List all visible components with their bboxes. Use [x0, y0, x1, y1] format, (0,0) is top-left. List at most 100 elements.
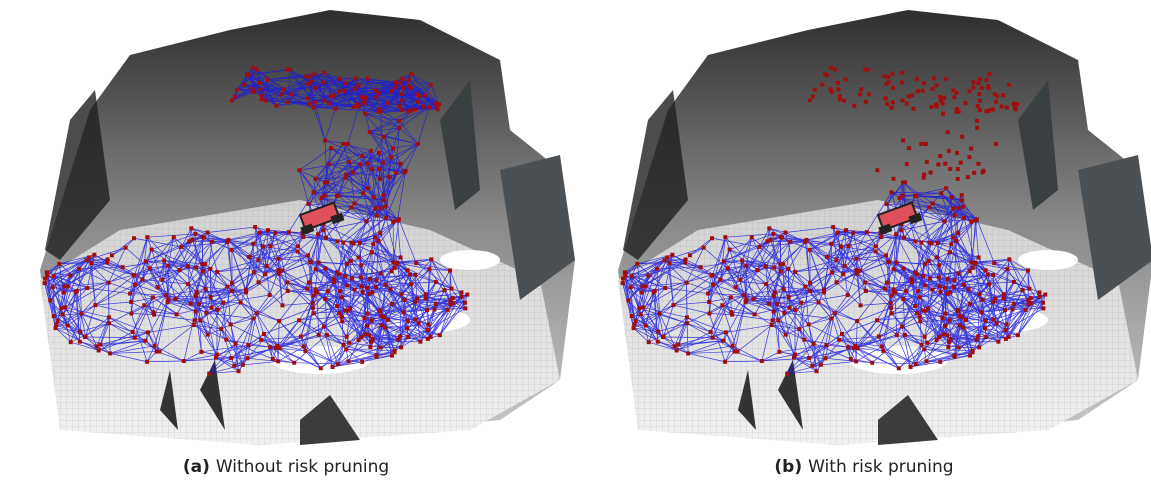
caption-label: (a): [183, 457, 210, 477]
node: [1007, 335, 1011, 339]
node: [875, 318, 879, 322]
node: [980, 86, 984, 90]
node: [358, 241, 362, 245]
node: [652, 290, 656, 294]
node: [910, 277, 914, 281]
node: [329, 94, 333, 98]
node: [255, 311, 259, 315]
node: [193, 318, 197, 322]
node: [969, 260, 973, 264]
node: [984, 335, 988, 339]
node: [767, 302, 771, 306]
node: [215, 308, 219, 312]
node: [384, 216, 388, 220]
node: [378, 167, 382, 171]
node: [977, 292, 981, 296]
node: [337, 272, 341, 276]
node: [107, 321, 111, 325]
node: [166, 264, 170, 268]
node: [377, 151, 381, 155]
node: [718, 277, 722, 281]
node: [204, 311, 208, 315]
node: [785, 372, 789, 376]
node: [939, 191, 943, 195]
node: [341, 142, 345, 146]
node: [889, 301, 893, 305]
node: [938, 360, 942, 364]
node: [80, 312, 84, 316]
node: [83, 335, 87, 339]
node: [200, 262, 204, 266]
node: [925, 341, 929, 345]
node: [635, 262, 639, 266]
node: [1027, 287, 1031, 291]
node: [164, 293, 168, 297]
figure: (a)Without risk pruning (b)With risk pru…: [0, 0, 1151, 484]
node: [214, 356, 218, 360]
node: [1026, 269, 1030, 273]
node: [632, 326, 636, 330]
node: [276, 359, 280, 363]
node: [407, 78, 411, 82]
node: [838, 97, 842, 101]
node: [976, 81, 980, 85]
node: [427, 323, 431, 327]
node: [210, 240, 214, 244]
node: [52, 274, 56, 278]
node: [74, 290, 78, 294]
node: [937, 335, 941, 339]
node: [945, 333, 949, 337]
node: [957, 345, 961, 349]
node: [384, 283, 388, 287]
caption: (b)With risk pruning: [774, 457, 953, 477]
node: [142, 303, 146, 307]
node: [819, 363, 823, 367]
node: [772, 266, 776, 270]
node: [938, 154, 942, 158]
node: [426, 328, 430, 332]
node: [403, 298, 407, 302]
node: [367, 292, 371, 296]
node: [194, 310, 198, 314]
node: [393, 85, 397, 89]
node: [966, 175, 970, 179]
node: [969, 220, 973, 224]
node: [413, 318, 417, 322]
node: [192, 323, 196, 327]
node: [195, 290, 199, 294]
node: [900, 325, 904, 329]
node: [429, 335, 433, 339]
node: [656, 340, 660, 344]
node: [344, 81, 348, 85]
node: [322, 71, 326, 75]
node: [66, 284, 70, 288]
node: [1041, 301, 1045, 305]
panel: (a)Without risk pruning: [40, 10, 575, 477]
node: [252, 270, 256, 274]
node: [852, 104, 856, 108]
node: [949, 242, 953, 246]
node: [935, 83, 939, 87]
node: [409, 282, 413, 286]
node: [914, 194, 918, 198]
node: [939, 290, 943, 294]
node: [347, 341, 351, 345]
node: [145, 360, 149, 364]
node: [204, 287, 208, 291]
node: [870, 361, 874, 365]
node: [864, 100, 868, 104]
node: [400, 77, 404, 81]
node: [836, 87, 840, 91]
node: [858, 268, 862, 272]
node: [779, 269, 783, 273]
node: [297, 168, 301, 172]
node: [976, 104, 980, 108]
node: [313, 100, 317, 104]
node: [335, 239, 339, 243]
node: [54, 326, 58, 330]
node: [905, 101, 909, 105]
node: [830, 270, 834, 274]
node: [931, 201, 935, 205]
node: [242, 83, 246, 87]
node: [378, 308, 382, 312]
